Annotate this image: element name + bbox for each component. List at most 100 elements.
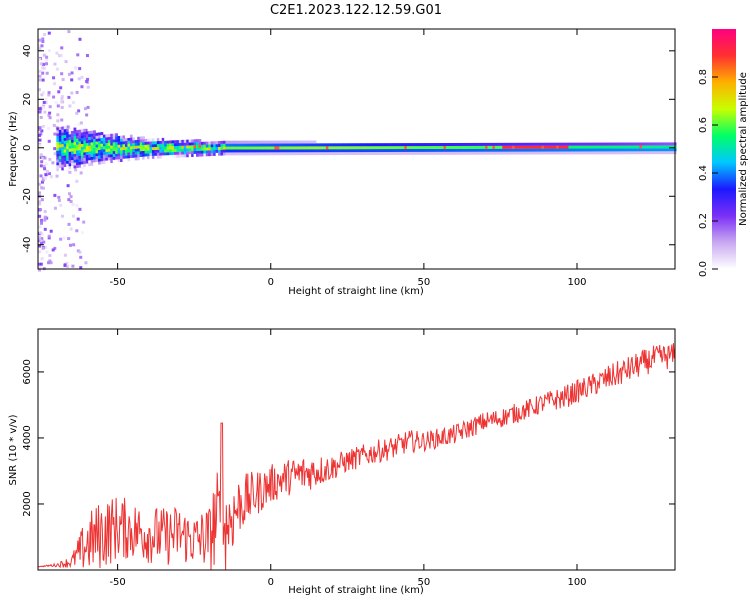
spectrogram-cell [600, 148, 604, 152]
spectrogram-cell [374, 143, 378, 147]
spectrogram-y-tick-label: 20 [22, 93, 33, 106]
spectrogram-cell [127, 143, 131, 147]
spectrogram-cell [70, 91, 74, 95]
spectrogram-cell [47, 49, 51, 53]
spectrogram-cell [205, 150, 209, 154]
spectrogram-cell [352, 146, 356, 150]
spectrogram-cell [149, 138, 153, 142]
spectrogram-cell [124, 155, 128, 159]
spectrogram-cell [271, 152, 275, 156]
spectrogram-cell [384, 143, 388, 147]
snr-frame [37, 328, 676, 571]
spectrogram-cell [88, 151, 92, 155]
spectrogram-cell [100, 137, 104, 141]
spectrogram-cell [644, 148, 648, 152]
spectrogram-cell [227, 149, 231, 153]
spectrogram-cell [580, 142, 584, 146]
spectrogram-cell [286, 152, 290, 156]
spectrogram-cell [387, 143, 390, 147]
spectrogram-cell [110, 139, 114, 143]
spectrogram-cell [443, 145, 447, 149]
spectrogram-cell [294, 146, 297, 150]
spectrogram-cell [78, 144, 82, 148]
spectrogram-cell [51, 161, 55, 165]
spectrogram-cell [306, 152, 310, 156]
spectrogram-cell [73, 150, 77, 154]
spectrogram-cell [66, 137, 69, 141]
spectrogram-cell [161, 140, 165, 144]
spectrogram-cell [102, 157, 106, 161]
spectrogram-cell [95, 132, 99, 136]
spectrogram-cell [90, 136, 94, 140]
spectrogram-cell [610, 145, 613, 149]
spectrogram-cell [154, 146, 158, 150]
spectrogram-cell [458, 151, 461, 155]
spectrogram-cell [399, 151, 403, 155]
spectrogram-cell [382, 149, 386, 153]
spectrogram-cell [453, 145, 457, 149]
spectrogram-cell [573, 142, 577, 146]
spectrogram-cell [262, 152, 265, 156]
spectrogram-cell [127, 140, 131, 144]
spectrogram-cell [66, 143, 69, 147]
spectrogram-cell [298, 149, 302, 153]
spectrogram-cell [431, 151, 435, 155]
spectrogram-cell [132, 137, 136, 141]
spectrogram-cell [90, 151, 94, 155]
spectrogram-cell [651, 145, 655, 149]
spectrogram-cell [149, 153, 153, 157]
spectrogram-cell [56, 147, 60, 151]
spectrogram-cell [499, 145, 503, 149]
spectrogram-cell [183, 148, 187, 152]
spectrogram-cell [78, 152, 82, 156]
spectrogram-cell [102, 160, 106, 164]
spectrogram-cell [480, 148, 484, 152]
spectrogram-cell [107, 148, 111, 152]
spectrogram-cell [72, 243, 76, 247]
spectrogram-cell [406, 146, 410, 150]
spectrogram-cell [57, 198, 61, 202]
spectrogram-cell [73, 142, 77, 146]
spectrogram-cell [531, 145, 535, 149]
spectrogram-cell [521, 145, 525, 149]
spectrogram-cell [347, 152, 351, 156]
spectrogram-cell [607, 151, 611, 155]
spectrogram-cell [139, 136, 143, 140]
spectrogram-cell [308, 152, 312, 156]
spectrogram-cell [102, 134, 106, 138]
spectrogram-cell [95, 138, 99, 142]
spectrogram-cell [271, 143, 275, 147]
spectrogram-cell [39, 242, 43, 246]
spectrogram-cell [411, 151, 415, 155]
spectrogram-cell [237, 143, 241, 147]
spectrogram-cell [144, 156, 148, 160]
spectrogram-cell [181, 142, 185, 146]
spectrogram-cell [68, 145, 72, 149]
spectrogram-cell [629, 151, 633, 155]
spectrogram-x-tick-label: 0 [268, 277, 274, 288]
spectrogram-cell [235, 146, 239, 150]
spectrogram-cell [490, 142, 493, 146]
spectrogram-cell [617, 142, 621, 146]
spectrogram-cell [95, 144, 99, 148]
spectrogram-cell [73, 136, 77, 140]
spectrogram-cell [144, 147, 148, 151]
spectrogram-cell [663, 151, 667, 155]
spectrogram-cell [227, 152, 231, 156]
spectrogram-cell [176, 154, 180, 158]
spectrogram-cell [198, 153, 202, 157]
spectrogram-cell [404, 146, 408, 150]
snr-y-tick-label: 6000 [22, 359, 33, 384]
spectrogram-cell [345, 149, 349, 153]
spectrogram-cell [120, 156, 123, 160]
spectrogram-cell [85, 145, 89, 149]
spectrogram-cell [95, 158, 99, 162]
spectrogram-cell [198, 139, 202, 143]
spectrogram-cell [67, 198, 71, 202]
spectrogram-cell [406, 143, 410, 147]
spectrogram-cell [595, 148, 599, 152]
spectrogram-cell [443, 143, 447, 147]
spectrogram-cell [47, 126, 51, 130]
spectrogram-cell [355, 151, 359, 155]
